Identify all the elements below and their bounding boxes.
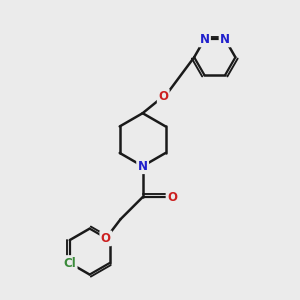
Text: O: O <box>101 232 111 245</box>
Text: N: N <box>200 33 209 46</box>
Text: O: O <box>158 90 168 103</box>
Text: O: O <box>167 190 177 204</box>
Text: N: N <box>220 33 230 46</box>
Text: N: N <box>138 160 148 173</box>
Text: Cl: Cl <box>63 256 76 270</box>
